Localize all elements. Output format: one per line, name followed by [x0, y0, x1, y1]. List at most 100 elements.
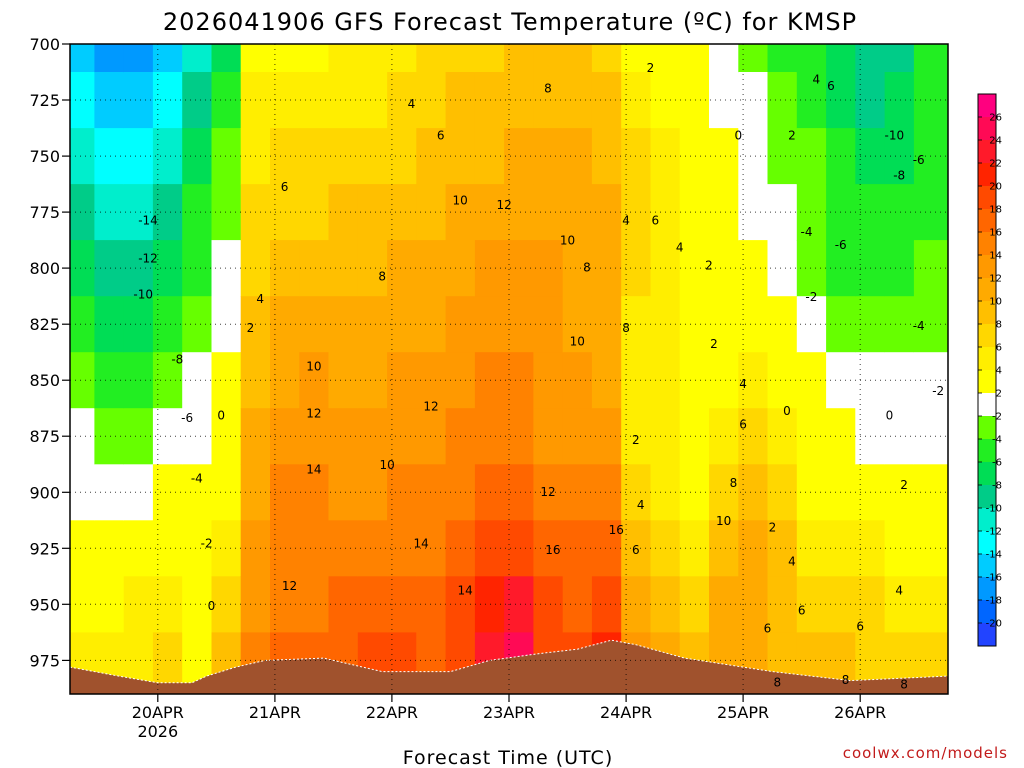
contour-label: 2 [788, 128, 796, 142]
colorbar-label: -18 [986, 596, 1002, 607]
temperature-cell [416, 408, 447, 465]
temperature-cell [299, 464, 330, 521]
y-tick-label: 800 [29, 259, 60, 278]
temperature-cell [357, 576, 388, 633]
temperature-cell [591, 576, 622, 633]
temperature-cell [94, 184, 125, 241]
temperature-cell [387, 408, 417, 465]
temperature-cell [270, 184, 300, 241]
x-tick-label: 24APR [600, 703, 652, 722]
colorbar-swatch [978, 301, 996, 325]
temperature-cell [709, 296, 739, 353]
temperature-cell [211, 72, 242, 129]
temperature-cell [679, 72, 710, 129]
temperature-cell [738, 408, 769, 465]
temperature-cell [767, 576, 798, 633]
colorbar-label: 10 [989, 297, 1002, 308]
temperature-cell [591, 520, 622, 577]
temperature-cell [533, 240, 564, 297]
contour-label: -8 [171, 353, 183, 367]
temperature-cell [211, 184, 242, 241]
temperature-cell [796, 184, 827, 241]
colorbar-label: -12 [986, 527, 1002, 538]
colorbar-label: -10 [986, 504, 1002, 515]
temperature-cell [416, 72, 447, 129]
temperature-cell [884, 184, 915, 241]
colorbar-swatch [978, 508, 996, 532]
temperature-cell [796, 352, 827, 409]
temperature-cell [533, 44, 564, 73]
colorbar-swatch [978, 600, 996, 624]
contour-label: 12 [282, 579, 297, 593]
temperature-cell [123, 296, 154, 353]
contour-label: 8 [622, 321, 630, 335]
temperature-cell [913, 576, 948, 633]
temperature-cell [387, 520, 417, 577]
colorbar-label: 12 [989, 274, 1002, 285]
temperature-cell [416, 44, 447, 73]
temperature-cell [884, 520, 915, 577]
contour-label: 16 [545, 543, 560, 557]
temperature-cell [270, 128, 300, 185]
temperature-cell [884, 352, 915, 409]
colorbar-swatch [978, 255, 996, 279]
contour-label: 12 [496, 198, 511, 212]
temperature-cell [357, 240, 388, 297]
contour-label: -4 [191, 471, 203, 485]
temperature-cell [913, 72, 948, 129]
temperature-cell [474, 296, 505, 353]
temperature-cell [533, 296, 564, 353]
temperature-cell [504, 72, 534, 129]
temperature-cell [621, 184, 652, 241]
colorbar-swatch [978, 324, 996, 348]
contour-label: 6 [632, 543, 640, 557]
contour-label: 8 [900, 678, 908, 692]
colorbar-swatch [978, 117, 996, 141]
temperature-cell [738, 240, 769, 297]
temperature-cell [474, 72, 505, 129]
contour-label: 2 [705, 258, 713, 272]
temperature-cell [562, 128, 593, 185]
temperature-cell [387, 184, 417, 241]
temperature-cell [504, 240, 534, 297]
contour-label: -6 [913, 153, 925, 167]
x-tick-label: 23APR [483, 703, 535, 722]
temperature-cell [70, 128, 95, 185]
temperature-cell [884, 128, 915, 185]
temperature-cell [591, 352, 622, 409]
temperature-cell [152, 520, 183, 577]
temperature-cell [738, 520, 769, 577]
temperature-cell [94, 72, 125, 129]
temperature-cell [562, 72, 593, 129]
temperature-cell [738, 184, 769, 241]
contour-label: 14 [457, 583, 472, 597]
colorbar-label: 8 [996, 320, 1002, 331]
temperature-cell [709, 464, 739, 521]
contour-label: -2 [932, 384, 944, 398]
temperature-cell [328, 44, 359, 73]
temperature-cell [504, 128, 534, 185]
temperature-cell [387, 128, 417, 185]
temperature-cell [504, 352, 534, 409]
temperature-cell [709, 576, 739, 633]
temperature-cell [299, 576, 330, 633]
contour-label: 16 [609, 523, 624, 537]
temperature-cell [182, 184, 213, 241]
contour-label: 8 [378, 270, 386, 284]
temperature-cell [416, 296, 447, 353]
temperature-cell [826, 44, 856, 73]
temperature-cell [70, 464, 95, 521]
temperature-cell [152, 44, 183, 73]
temperature-cell [533, 576, 564, 633]
colorbar-label: -2 [992, 412, 1002, 423]
temperature-cell [826, 128, 856, 185]
contour-label: 8 [730, 476, 738, 490]
contour-label: -10 [133, 288, 153, 302]
credit-text[interactable]: coolwx.com/models [843, 744, 1008, 762]
colorbar-swatch [978, 370, 996, 394]
temperature-cell [152, 72, 183, 129]
colorbar-swatch [978, 163, 996, 187]
temperature-cell [621, 464, 652, 521]
